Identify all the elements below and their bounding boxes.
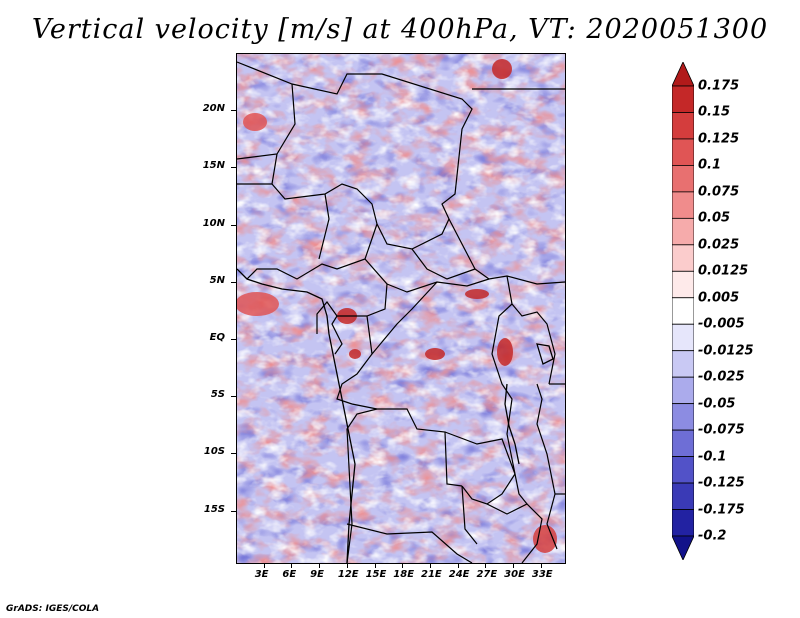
lat-tick [231,453,236,455]
lat-tick [231,510,236,512]
lon-tick [346,563,348,568]
colorbar-label: -0.0125 [698,343,754,359]
colorbar-label: 0.1 [698,157,722,173]
colorbar-top-arrow [672,62,694,87]
lon-label: 9E [310,569,324,580]
lon-label: 21E [421,569,442,580]
colorbar-segment [672,165,694,193]
lon-tick [374,563,376,568]
colorbar-label: 0.15 [698,104,731,120]
colorbar-segment [672,376,694,405]
colorbar-label: -0.1 [698,449,727,465]
colorbar-segment [672,482,694,510]
lat-label: 15S [203,503,225,515]
colorbar-label: -0.175 [698,502,745,518]
lat-label: 10S [203,446,225,458]
colorbar-segment [672,350,694,378]
colorbar-label: 0.125 [698,131,740,147]
colorbar-label: 0.025 [698,237,740,253]
country-borders [237,61,565,563]
coastline [237,268,554,563]
colorbar-segment [672,403,694,431]
colorbar-label: 0.075 [698,184,740,200]
lon-label: 12E [337,569,359,580]
lat-tick [231,110,236,112]
lon-label: 15E [365,569,387,580]
colorbar-segment [672,429,694,457]
lon-tick [319,563,321,568]
colorbar-label: -0.2 [698,528,727,544]
lon-label: 18E [393,569,415,580]
colorbar-label: -0.005 [698,316,745,332]
colorbar-label: 0.0125 [698,263,749,279]
lon-tick [513,563,515,568]
colorbar-segment [672,456,694,484]
lon-tick [402,563,404,568]
colorbar-label: 0.005 [698,290,740,306]
colorbar-label: 0.05 [698,210,731,226]
colorbar-label: -0.05 [698,396,736,412]
colorbar-segment [672,509,694,537]
colorbar-label: -0.125 [698,475,745,491]
lon-label: 27E [476,569,498,580]
lat-tick [231,338,236,340]
credit-text: GrADS: IGES/COLA [6,604,100,614]
lat-tick [231,396,236,398]
lon-tick [263,563,265,568]
lat-label: 10N [202,217,225,229]
lat-label: EQ [209,331,225,343]
lon-tick [291,563,293,568]
lat-label: 5N [209,274,225,286]
colorbar-segment [672,85,694,113]
colorbar-label: 0.175 [698,78,740,94]
lon-tick [485,563,487,568]
colorbar-segment [672,112,694,140]
lon-label: 6E [282,569,297,580]
colorbar [672,62,694,560]
colorbar-bottom-arrow [672,535,694,560]
colorbar-label: -0.075 [698,422,745,438]
colorbar-segment [672,191,694,219]
lat-label: 5S [210,389,225,401]
colorbar-segment [672,244,694,272]
lat-label: 15N [202,160,225,172]
lat-tick [231,167,236,169]
lon-tick [430,563,432,568]
lon-tick [540,563,542,568]
colorbar-segment [672,297,694,325]
lon-label: 30E [504,569,525,580]
lat-tick [231,224,236,226]
colorbar-segment [672,323,694,352]
colorbar-segment [672,270,694,299]
map-panel [236,53,566,564]
colorbar-segment [672,138,694,166]
lon-label: 33E [531,569,553,580]
lat-tick [231,281,236,283]
lon-label: 24E [448,569,470,580]
lon-tick [457,563,459,568]
lat-label: 20N [202,103,225,115]
map-canvas [237,54,565,563]
lon-label: 3E [254,569,269,580]
map-title: Vertical velocity [m/s] at 400hPa, VT: 2… [31,14,769,45]
colorbar-segment [672,217,694,246]
colorbar-label: -0.025 [698,369,745,385]
